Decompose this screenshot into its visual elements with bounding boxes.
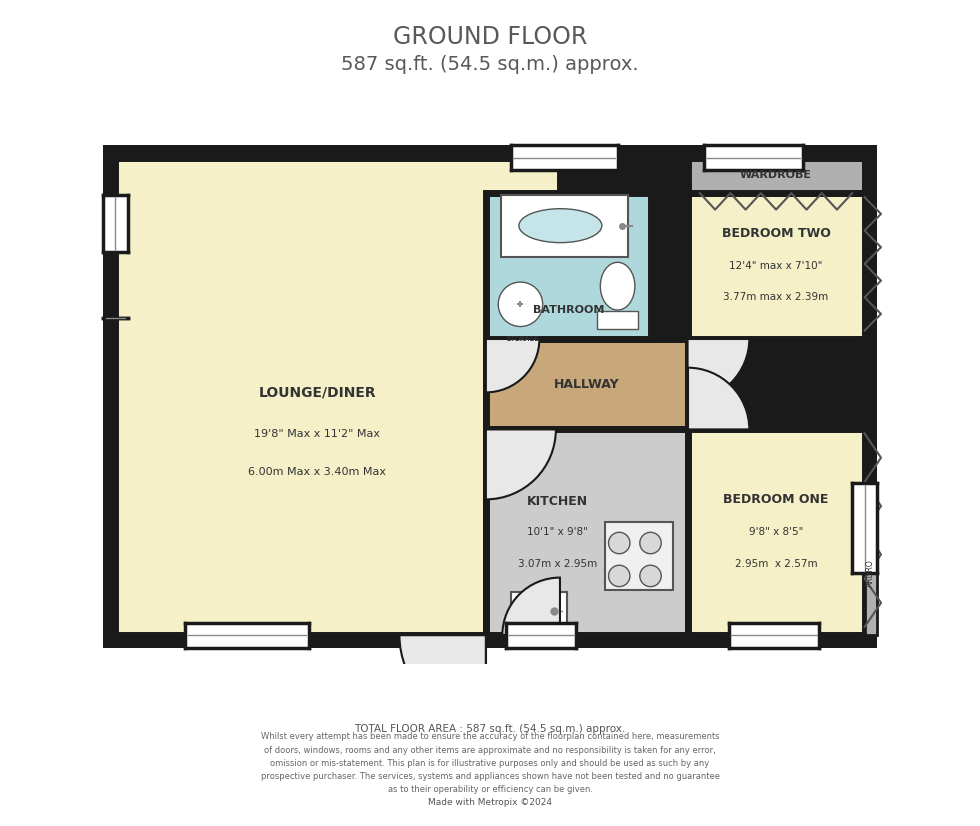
- Bar: [501, 195, 628, 257]
- Text: LOUNGE/DINER: LOUNGE/DINER: [259, 386, 376, 399]
- Bar: [486, 193, 651, 339]
- Bar: [511, 591, 566, 631]
- Bar: [688, 430, 864, 635]
- Bar: [185, 623, 309, 648]
- Wedge shape: [486, 430, 556, 500]
- Text: 2.95m  x 2.57m: 2.95m x 2.57m: [735, 558, 817, 568]
- Bar: [704, 145, 803, 170]
- Text: STORAGE: STORAGE: [507, 336, 539, 342]
- Wedge shape: [486, 339, 539, 392]
- Text: 12'4" max x 7'10": 12'4" max x 7'10": [729, 261, 823, 271]
- Text: BEDROOM TWO: BEDROOM TWO: [721, 226, 830, 240]
- Text: STORAGE: STORAGE: [507, 336, 539, 342]
- Wedge shape: [503, 577, 560, 635]
- Text: BEDROOM ONE: BEDROOM ONE: [723, 493, 829, 506]
- Text: GROUND FLOOR: GROUND FLOOR: [393, 25, 587, 50]
- Wedge shape: [400, 635, 486, 722]
- Wedge shape: [688, 368, 750, 430]
- Text: 9'8" x 8'5": 9'8" x 8'5": [749, 527, 804, 537]
- Bar: [597, 311, 638, 329]
- Bar: [688, 158, 864, 193]
- Text: 3.07m x 2.95m: 3.07m x 2.95m: [518, 558, 598, 568]
- Text: HALLWAY: HALLWAY: [554, 377, 619, 391]
- Wedge shape: [688, 339, 750, 401]
- Bar: [103, 195, 127, 253]
- Text: 587 sq.ft. (54.5 sq.m.) approx.: 587 sq.ft. (54.5 sq.m.) approx.: [341, 55, 639, 74]
- Text: BATHROOM: BATHROOM: [532, 305, 604, 315]
- Text: KITCHEN: KITCHEN: [527, 495, 588, 507]
- Bar: [853, 483, 877, 573]
- Circle shape: [640, 565, 662, 586]
- Bar: [688, 193, 864, 339]
- Bar: [729, 623, 819, 648]
- Bar: [507, 623, 576, 648]
- Bar: [486, 339, 688, 430]
- Ellipse shape: [601, 263, 635, 310]
- Bar: [606, 522, 672, 590]
- Text: 10'1" x 9'8": 10'1" x 9'8": [527, 527, 588, 537]
- Circle shape: [609, 565, 630, 586]
- Circle shape: [498, 282, 543, 326]
- Ellipse shape: [519, 209, 602, 243]
- Text: 6.00m Max x 3.40m Max: 6.00m Max x 3.40m Max: [248, 468, 386, 477]
- Text: ARDRO: ARDRO: [866, 559, 875, 587]
- Bar: [486, 430, 688, 635]
- Bar: [864, 512, 877, 635]
- Circle shape: [609, 532, 630, 553]
- Bar: [511, 145, 617, 170]
- Text: Made with Metropix ©2024: Made with Metropix ©2024: [428, 799, 552, 807]
- Text: TOTAL FLOOR AREA : 587 sq.ft. (54.5 sq.m.) approx.: TOTAL FLOOR AREA : 587 sq.ft. (54.5 sq.m…: [355, 724, 625, 733]
- Text: 19'8" Max x 11'2" Max: 19'8" Max x 11'2" Max: [254, 429, 380, 439]
- Circle shape: [640, 532, 662, 553]
- Polygon shape: [116, 158, 560, 635]
- Text: Whilst every attempt has been made to ensure the accuracy of the floorplan conta: Whilst every attempt has been made to en…: [261, 733, 719, 794]
- Text: 3.77m max x 2.39m: 3.77m max x 2.39m: [723, 292, 829, 302]
- Text: WARDROBE: WARDROBE: [740, 170, 812, 180]
